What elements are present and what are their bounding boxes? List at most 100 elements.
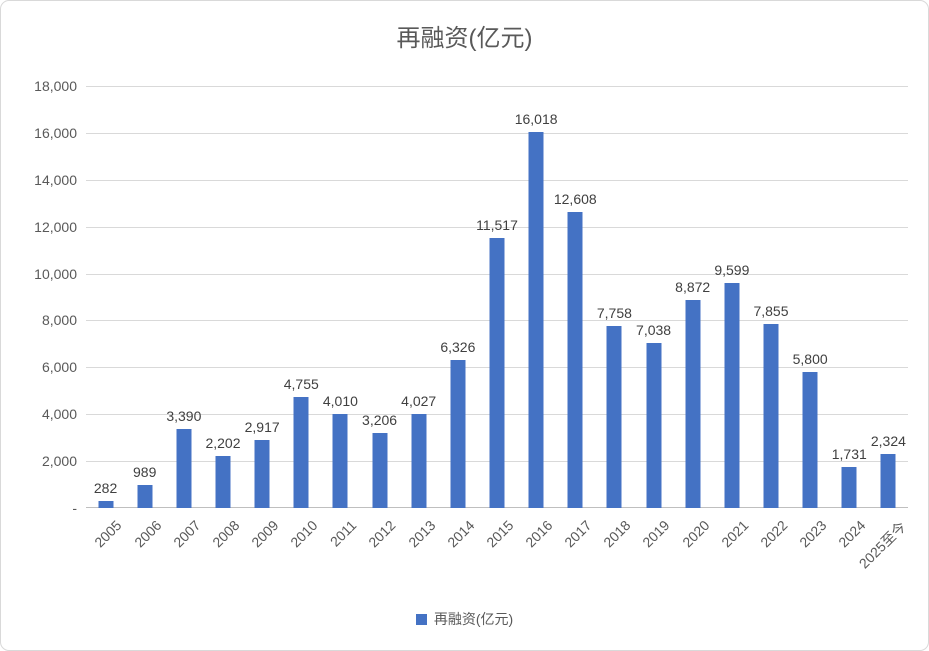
bar-2023 [802, 372, 818, 508]
value-label: 989 [133, 464, 157, 480]
value-label: 9,599 [714, 262, 750, 278]
y-tick-label: 2,000 [41, 453, 77, 469]
gridline [86, 180, 908, 181]
value-label: 5,800 [792, 351, 828, 367]
x-tick-label: 2010 [287, 517, 321, 551]
x-tick-label: 2025至今 [856, 518, 910, 572]
x-tick-label: 2017 [561, 517, 595, 551]
x-tick-label: 2021 [717, 517, 752, 551]
value-label: 282 [93, 480, 118, 496]
x-tick-label: 2024 [835, 517, 869, 551]
bar-group-2019: 7,038 [634, 86, 673, 508]
bar-group-2009: 2,917 [243, 86, 282, 508]
bar-2015 [489, 238, 505, 508]
value-label: 4,755 [283, 376, 319, 392]
bar-group-2018: 7,758 [595, 86, 634, 508]
bar-2014 [450, 360, 466, 508]
bar-group-2020: 8,872 [673, 86, 712, 508]
bar-group-2005: 282 [86, 86, 125, 508]
bar-2005 [98, 501, 114, 508]
x-tick-label: 2012 [365, 517, 399, 551]
value-label: 8,872 [675, 279, 711, 295]
bar-2024 [841, 467, 857, 508]
x-tick-label: 2011 [327, 517, 360, 550]
legend-swatch-icon [415, 613, 427, 625]
bar-2021 [724, 283, 740, 508]
bar-group-2023: 5,800 [791, 86, 830, 508]
y-tick-label: 18,000 [34, 78, 77, 94]
bar-2006 [137, 485, 153, 508]
bar-group-2010: 4,755 [282, 86, 321, 508]
x-tick-label: 2007 [169, 517, 204, 551]
value-label: 4,010 [322, 393, 358, 409]
chart-title: 再融资(亿元) [396, 25, 533, 52]
bar-2020 [685, 300, 701, 508]
gridline [86, 227, 908, 228]
value-label: 2,202 [205, 435, 241, 451]
bar-group-2022: 7,855 [751, 86, 790, 508]
y-tick-label: 16,000 [34, 125, 77, 141]
x-tick-label: 2023 [796, 517, 830, 551]
y-tick-label: 10,000 [34, 266, 77, 282]
bar-2011 [332, 414, 348, 508]
bar-2010 [293, 397, 309, 508]
y-tick-label: 14,000 [34, 172, 77, 188]
bar-group-2024: 1,731 [830, 86, 869, 508]
bar-group-2012: 3,206 [360, 86, 399, 508]
plot-area: 282 989 3,390 2,202 2,917 4,755 4,010 3,206 4,02… [86, 86, 908, 508]
bar-group-2011: 4,010 [321, 86, 360, 508]
legend: 再融资(亿元) [1, 609, 928, 629]
bar-group-2008: 2,202 [203, 86, 242, 508]
bar-2013 [411, 414, 427, 508]
x-tick-label: 2022 [756, 517, 791, 551]
y-tick-label: - [72, 500, 77, 516]
bar-2009 [254, 440, 270, 508]
x-tick-label: 2014 [443, 517, 478, 551]
value-label: 3,206 [362, 412, 398, 428]
x-tick-label: 2015 [482, 517, 517, 551]
bar-2012 [372, 433, 388, 508]
y-tick-label: 8,000 [41, 312, 77, 328]
x-tick-label: 2009 [248, 517, 282, 551]
x-tick-label: 2006 [130, 517, 165, 551]
value-label: 7,758 [596, 305, 632, 321]
bar-2017 [567, 212, 583, 508]
y-tick-label: 12,000 [34, 219, 77, 235]
bar-2025至今 [880, 454, 896, 508]
bar-2018 [606, 326, 622, 508]
value-label: 4,027 [401, 393, 437, 409]
bar-group-2006: 989 [125, 86, 164, 508]
value-label: 16,018 [514, 111, 558, 127]
y-axis: - 2,000 4,000 6,000 8,000 10,000 12,000 14,000 1… [1, 78, 77, 516]
bar-2008 [215, 456, 231, 508]
value-label: 3,390 [166, 408, 202, 424]
bar-group-2014: 6,326 [438, 86, 477, 508]
bar-group-2016: 16,018 [514, 86, 558, 508]
gridline [86, 86, 908, 87]
x-tick-label: 2018 [600, 517, 634, 551]
value-label: 7,038 [636, 322, 672, 338]
bar-group-2017: 12,608 [554, 86, 597, 508]
bar-2007 [176, 429, 192, 508]
bar-2019 [646, 343, 662, 508]
x-tick-label: 2005 [91, 517, 125, 551]
y-tick-label: 4,000 [41, 406, 77, 422]
x-tick-label: 2019 [639, 517, 673, 551]
bar-group-2015: 11,517 [476, 86, 518, 508]
value-label: 6,326 [440, 339, 476, 355]
bar-group-2013: 4,027 [399, 86, 438, 508]
x-tick-label: 2020 [678, 517, 713, 551]
value-label: 11,517 [476, 217, 518, 233]
bar-2022 [763, 324, 779, 508]
bar-group-2025至今: 2,324 [869, 86, 908, 508]
gridline [86, 133, 908, 134]
value-label: 2,917 [244, 419, 280, 435]
x-tick-label: 2013 [404, 517, 439, 551]
bar-2016 [528, 132, 544, 508]
value-label: 1,731 [831, 446, 867, 462]
bar-group-2021: 9,599 [712, 86, 751, 508]
value-label: 7,855 [753, 303, 789, 319]
legend-label: 再融资(亿元) [433, 611, 514, 627]
value-label: 2,324 [870, 433, 906, 449]
